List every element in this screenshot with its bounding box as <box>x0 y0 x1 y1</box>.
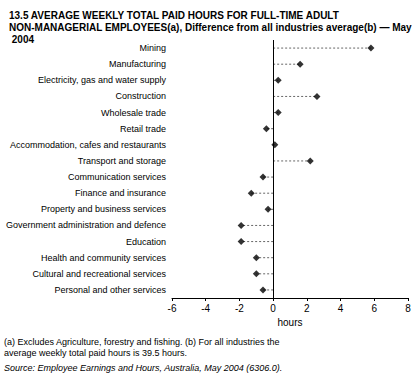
svg-text:Retail trade: Retail trade <box>120 124 166 134</box>
svg-text:NON-MANAGERIAL EMPLOYEES(a), D: NON-MANAGERIAL EMPLOYEES(a), Difference … <box>9 22 412 33</box>
svg-text:Finance and insurance: Finance and insurance <box>75 188 166 198</box>
svg-text:0: 0 <box>270 303 276 314</box>
svg-text:-6: -6 <box>168 303 177 314</box>
svg-text:Source: Employee Earnings and: Source: Employee Earnings and Hours, Aus… <box>4 363 282 373</box>
svg-text:Property and business services: Property and business services <box>41 204 167 214</box>
svg-text:hours: hours <box>277 317 302 328</box>
svg-text:Manufacturing: Manufacturing <box>109 59 166 69</box>
svg-text:13.5 AVERAGE WEEKLY TOTAL PAID: 13.5 AVERAGE WEEKLY TOTAL PAID HOURS FOR… <box>9 10 342 21</box>
svg-text:Health and community services: Health and community services <box>41 253 167 263</box>
svg-text:4: 4 <box>338 303 344 314</box>
svg-text:Transport and storage: Transport and storage <box>78 156 166 166</box>
svg-text:Education: Education <box>126 237 166 247</box>
svg-text:Construction: Construction <box>115 91 166 101</box>
svg-text:Cultural and recreational serv: Cultural and recreational services <box>32 269 166 279</box>
svg-text:Government administration and: Government administration and defence <box>6 220 166 230</box>
svg-text:8: 8 <box>405 303 411 314</box>
svg-text:Accommodation, cafes and resta: Accommodation, cafes and restaurants <box>10 140 167 150</box>
svg-text:Personal and other services: Personal and other services <box>54 285 166 295</box>
svg-text:(a) Excludes Agriculture, fore: (a) Excludes Agriculture, forestry and f… <box>4 337 282 347</box>
svg-text:-4: -4 <box>201 303 210 314</box>
svg-text:Electricity, gas and water sup: Electricity, gas and water supply <box>38 75 166 85</box>
svg-text:6: 6 <box>372 303 378 314</box>
svg-text:2004: 2004 <box>9 34 34 45</box>
svg-text:2: 2 <box>304 303 310 314</box>
svg-text:Communication services: Communication services <box>68 172 167 182</box>
svg-text:Mining: Mining <box>139 43 166 53</box>
svg-text:average weekly total paid hour: average weekly total paid hours is 39.5 … <box>4 348 187 358</box>
svg-text:-2: -2 <box>235 303 244 314</box>
svg-text:Wholesale trade: Wholesale trade <box>101 108 166 118</box>
